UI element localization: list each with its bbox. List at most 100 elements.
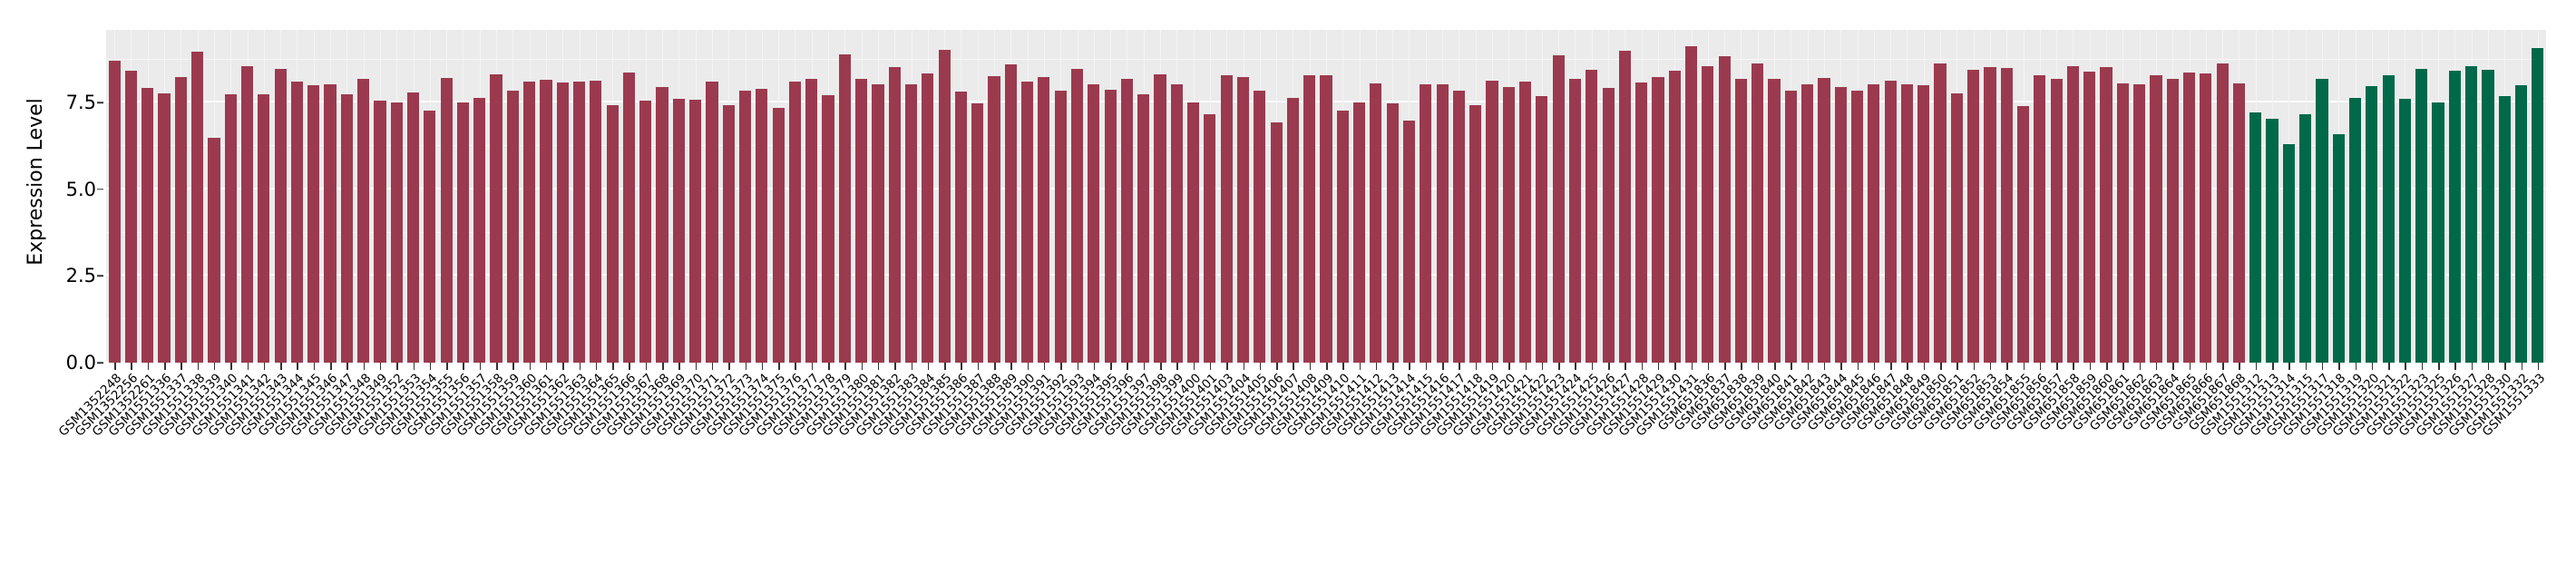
bar[interactable]: [722, 104, 735, 363]
bar[interactable]: [2532, 47, 2544, 363]
bar[interactable]: [1950, 92, 1963, 363]
bar[interactable]: [904, 83, 918, 363]
bar[interactable]: [938, 50, 951, 363]
bar[interactable]: [1038, 77, 1050, 363]
bar[interactable]: [1469, 104, 1482, 363]
bar[interactable]: [2316, 79, 2328, 363]
bar[interactable]: [1370, 83, 1382, 363]
bar[interactable]: [590, 80, 602, 363]
bar[interactable]: [440, 77, 453, 363]
bar[interactable]: [2116, 83, 2129, 363]
bar[interactable]: [2282, 144, 2295, 363]
bar[interactable]: [2000, 68, 2013, 363]
bar[interactable]: [1088, 84, 1100, 363]
bar[interactable]: [290, 81, 304, 363]
bar[interactable]: [805, 78, 818, 363]
bar[interactable]: [1734, 78, 1748, 363]
bar[interactable]: [1353, 102, 1366, 363]
bar[interactable]: [357, 79, 370, 363]
bar[interactable]: [2514, 85, 2528, 363]
bar[interactable]: [108, 60, 121, 363]
bar[interactable]: [1386, 103, 1399, 363]
bar[interactable]: [2382, 74, 2395, 363]
bar[interactable]: [1004, 64, 1017, 363]
bar[interactable]: [1519, 81, 1532, 363]
bar[interactable]: [2200, 73, 2212, 363]
bar[interactable]: [2133, 84, 2146, 363]
bar[interactable]: [340, 94, 353, 363]
bar[interactable]: [689, 100, 702, 363]
bar[interactable]: [1270, 121, 1283, 363]
bar[interactable]: [1884, 80, 1897, 363]
bar[interactable]: [1668, 71, 1681, 363]
bar[interactable]: [1436, 84, 1449, 363]
bar[interactable]: [1868, 84, 1880, 363]
bar[interactable]: [124, 71, 138, 363]
bar[interactable]: [1452, 90, 1465, 363]
bar[interactable]: [1154, 73, 1166, 363]
bar[interactable]: [191, 51, 204, 363]
bar[interactable]: [954, 92, 967, 363]
bar[interactable]: [2266, 118, 2278, 363]
bar[interactable]: [2182, 72, 2196, 363]
bar[interactable]: [772, 108, 785, 363]
bar[interactable]: [1021, 82, 1034, 363]
bar[interactable]: [2415, 68, 2428, 363]
bar[interactable]: [2100, 66, 2113, 363]
bar[interactable]: [1618, 50, 1631, 363]
bar[interactable]: [1818, 77, 1830, 363]
bar[interactable]: [2348, 97, 2362, 363]
bar[interactable]: [2232, 83, 2246, 363]
bar[interactable]: [274, 68, 287, 363]
bar[interactable]: [855, 79, 868, 363]
bar[interactable]: [2249, 112, 2262, 363]
bar[interactable]: [224, 94, 237, 363]
bar[interactable]: [2083, 71, 2096, 363]
bar[interactable]: [1568, 78, 1582, 363]
bar[interactable]: [1602, 88, 1615, 363]
bar[interactable]: [2465, 65, 2478, 363]
bar[interactable]: [1170, 84, 1183, 363]
bar[interactable]: [2216, 63, 2229, 363]
bar[interactable]: [1254, 90, 1266, 363]
bar[interactable]: [2166, 79, 2179, 363]
bar[interactable]: [1220, 74, 1233, 363]
bar[interactable]: [572, 81, 586, 363]
bar[interactable]: [506, 90, 519, 363]
bar[interactable]: [706, 81, 718, 363]
bar[interactable]: [390, 102, 403, 363]
bar[interactable]: [2448, 71, 2461, 363]
bar[interactable]: [2498, 95, 2511, 363]
bar[interactable]: [2482, 69, 2494, 363]
bar[interactable]: [1236, 77, 1250, 363]
bar[interactable]: [639, 101, 652, 363]
bar[interactable]: [307, 85, 320, 363]
bar[interactable]: [656, 87, 668, 363]
bar[interactable]: [1934, 63, 1947, 363]
bar[interactable]: [2050, 79, 2063, 363]
bar[interactable]: [1303, 74, 1316, 363]
bar[interactable]: [1702, 65, 1714, 363]
bar[interactable]: [1120, 78, 1133, 363]
bar[interactable]: [1336, 111, 1349, 363]
bar[interactable]: [374, 101, 386, 363]
bar[interactable]: [2066, 65, 2080, 363]
bar[interactable]: [888, 67, 901, 363]
bar[interactable]: [1420, 83, 1432, 363]
bar[interactable]: [1502, 87, 1515, 363]
bar[interactable]: [756, 89, 768, 363]
bar[interactable]: [1801, 84, 1814, 363]
bar[interactable]: [556, 83, 569, 363]
bar[interactable]: [1684, 46, 1698, 363]
bar[interactable]: [456, 102, 470, 363]
bar[interactable]: [1070, 68, 1084, 363]
bar[interactable]: [606, 104, 619, 363]
bar[interactable]: [2016, 106, 2030, 363]
bar[interactable]: [1402, 121, 1416, 363]
bar[interactable]: [1137, 94, 1150, 363]
bar[interactable]: [141, 88, 154, 363]
bar[interactable]: [1652, 77, 1664, 363]
bar[interactable]: [1054, 90, 1067, 363]
bar[interactable]: [1204, 113, 1216, 363]
bar[interactable]: [2366, 85, 2378, 363]
